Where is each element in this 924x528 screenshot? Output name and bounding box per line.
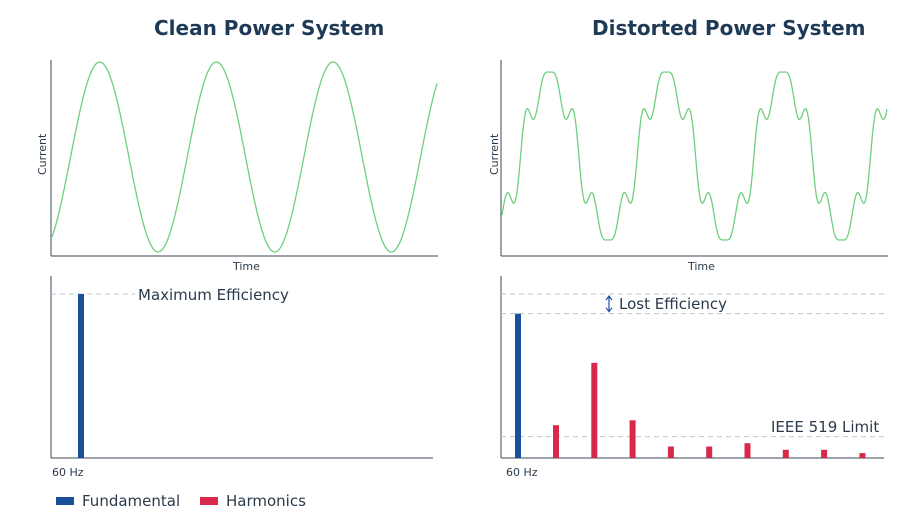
distorted-spectrum-harmonic-bar-9 xyxy=(859,453,866,458)
distorted-spectrum-harmonic-bar-7 xyxy=(782,449,789,458)
clean-spectrum-tick: 60 Hz xyxy=(52,466,84,479)
ieee-limit-label: IEEE 519 Limit xyxy=(771,418,880,436)
lost-efficiency-arrow-top xyxy=(605,295,613,301)
harmonics-legend-label: Harmonics xyxy=(226,492,306,510)
distorted-spectrum-tick: 60 Hz xyxy=(506,466,538,479)
distorted-spectrum-harmonic-bar-1 xyxy=(553,425,559,458)
distorted-spectrum-harmonic-bar-6 xyxy=(744,443,751,458)
distorted-spectrum-harmonic-bar-4 xyxy=(667,446,674,458)
fundamental-swatch xyxy=(56,497,74,505)
distorted-spectrum-harmonic-bar-3 xyxy=(629,420,636,458)
distorted-spectrum-harmonic-bar-5 xyxy=(706,446,713,458)
distorted-wave-xlabel: Time xyxy=(688,260,715,273)
distorted-wave-waveform-line xyxy=(501,71,888,241)
fundamental-legend-label: Fundamental xyxy=(82,492,181,510)
distorted-spectrum-harmonic-bar-8 xyxy=(821,449,828,458)
distorted-spectrum-harmonic-bar-2 xyxy=(591,362,598,458)
legend-fundamental: Fundamental xyxy=(56,492,180,510)
clean-wave-xlabel: Time xyxy=(233,260,260,273)
clean-wave-waveform-line xyxy=(51,61,438,253)
distorted-spectrum-fundamental-bar xyxy=(515,313,521,458)
clean-spectrum-fundamental-bar xyxy=(78,294,84,458)
legend-harmonics: Harmonics xyxy=(200,492,306,510)
distorted-title: Distorted Power System xyxy=(592,16,866,40)
max-efficiency-label: Maximum Efficiency xyxy=(138,286,289,304)
lost-efficiency-label: Lost Efficiency xyxy=(619,295,727,313)
clean-title: Clean Power System xyxy=(154,16,385,40)
lost-efficiency-arrow-bottom xyxy=(605,307,613,313)
harmonics-swatch xyxy=(200,497,218,505)
